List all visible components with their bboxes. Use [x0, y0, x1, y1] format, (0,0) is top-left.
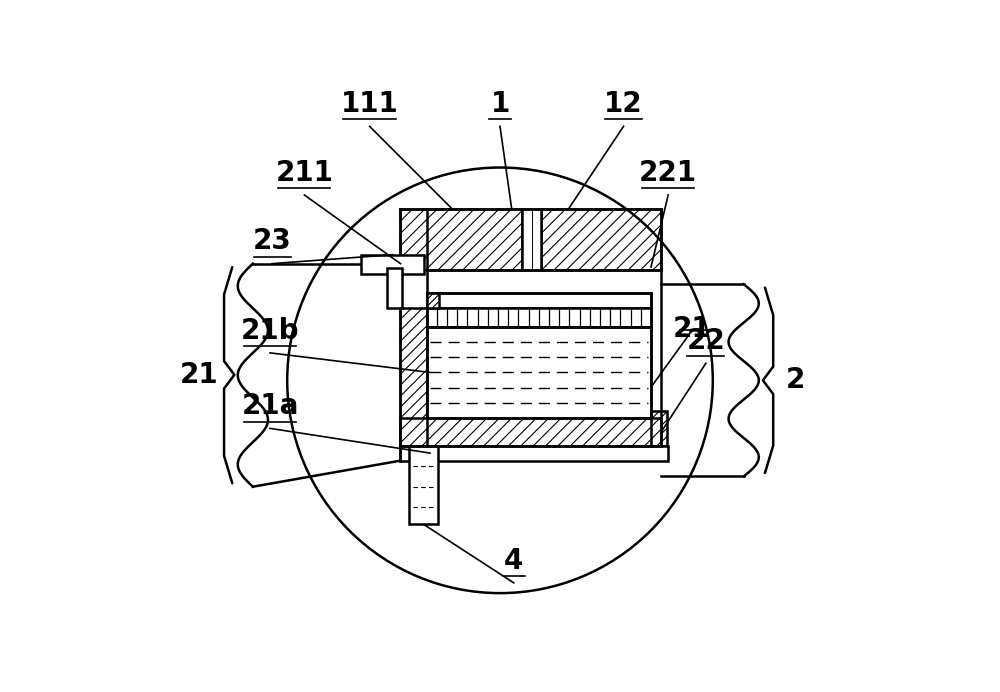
Text: 4: 4: [504, 547, 523, 574]
Bar: [400, 418, 661, 446]
Bar: [400, 308, 427, 446]
Text: 211: 211: [275, 158, 333, 187]
Bar: [427, 308, 651, 327]
Bar: [522, 209, 541, 271]
Text: 1: 1: [490, 90, 510, 118]
Bar: [409, 446, 438, 525]
Text: 111: 111: [341, 90, 398, 118]
Bar: [651, 411, 667, 446]
Bar: [400, 209, 522, 271]
Text: 21a: 21a: [241, 392, 299, 420]
Bar: [427, 293, 651, 308]
Bar: [427, 327, 651, 418]
Bar: [387, 268, 402, 308]
Bar: [541, 209, 661, 271]
Bar: [400, 446, 668, 461]
Text: 221: 221: [639, 158, 697, 187]
Text: 21: 21: [673, 315, 712, 343]
Text: 22: 22: [687, 327, 725, 355]
Text: 23: 23: [253, 228, 291, 255]
Text: 12: 12: [604, 90, 643, 118]
Text: 21b: 21b: [241, 317, 299, 345]
Bar: [427, 293, 439, 308]
Bar: [361, 255, 424, 274]
Text: 21: 21: [180, 361, 219, 389]
Text: 2: 2: [785, 366, 805, 394]
